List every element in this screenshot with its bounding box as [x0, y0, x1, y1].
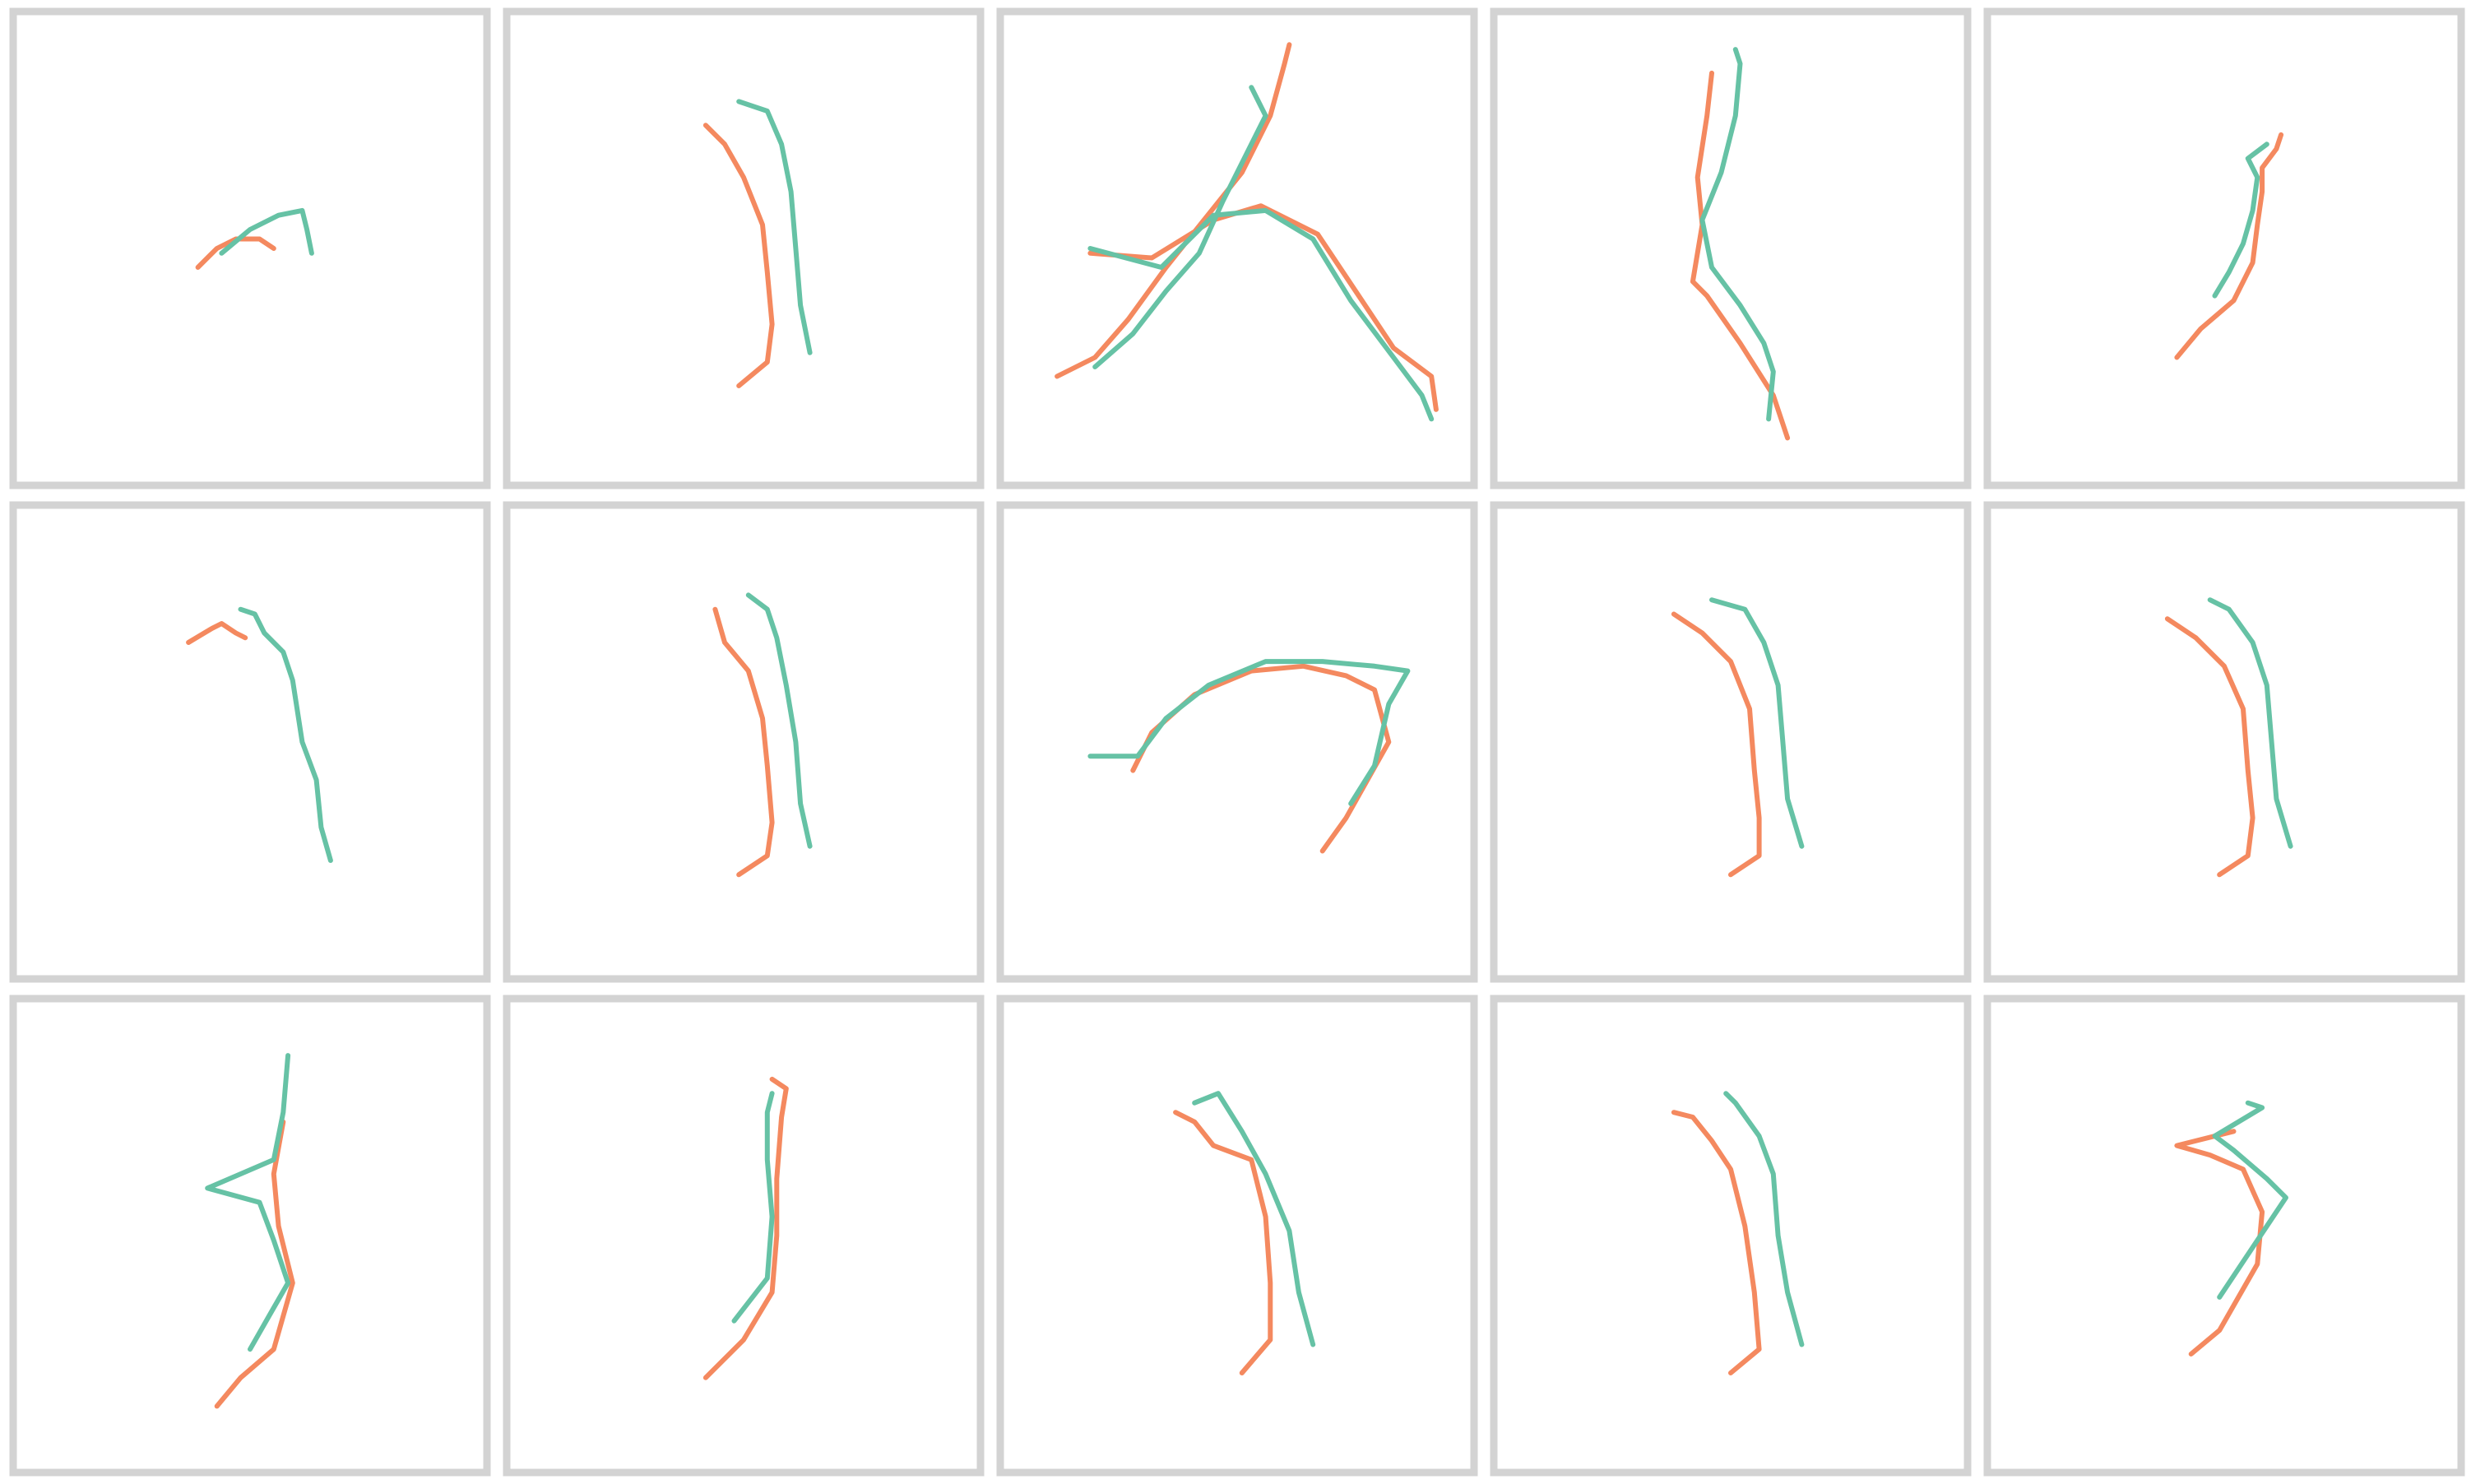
panel-frame: [1983, 501, 2465, 983]
panel-frame: [9, 995, 491, 1477]
panel-13: [996, 995, 1478, 1477]
panel-12: [503, 995, 985, 1477]
panel-6: [9, 501, 491, 983]
panel-11: [9, 995, 491, 1477]
panel-15: [1983, 995, 2465, 1477]
panel-8: [996, 501, 1478, 983]
trajectory-line-2: [205, 1053, 291, 1352]
trajectory-line-1: [712, 606, 775, 878]
panel-frame: [996, 995, 1478, 1477]
trajectory-line-1: [702, 1076, 789, 1380]
panel-frame: [1983, 7, 2465, 489]
panel-frame: [1983, 995, 2465, 1477]
panel-5: [1983, 7, 2465, 489]
trajectory-line-4: [1087, 207, 1435, 422]
trajectory-line-1: [1671, 1110, 1762, 1375]
panel-4: [1490, 7, 1972, 489]
trajectory-line-1: [214, 1119, 295, 1409]
panel-7: [503, 501, 985, 983]
panel-frame: [503, 501, 985, 983]
trajectory-line-1: [2164, 616, 2255, 878]
trajectory-line-2: [219, 207, 314, 256]
trajectory-line-2: [2212, 1100, 2288, 1300]
trajectory-line-2: [1723, 1091, 1805, 1347]
trajectory-line-2: [736, 99, 813, 355]
panel-frame: [996, 7, 1478, 489]
panel-frame: [1490, 7, 1972, 489]
trajectory-line-1: [1671, 611, 1762, 878]
trajectory-line-1: [1690, 70, 1791, 441]
panel-frame: [996, 501, 1478, 983]
panel-frame: [503, 7, 985, 489]
trajectory-line-2: [731, 1091, 775, 1324]
trajectory-line-1: [702, 123, 775, 388]
panel-1: [9, 7, 491, 489]
trajectory-line-2: [745, 592, 813, 849]
trajectory-line-2: [1192, 1091, 1316, 1347]
trajectory-line-2: [2212, 141, 2269, 299]
trajectory-line-2: [1087, 203, 1439, 412]
trajectory-line-2: [238, 606, 333, 863]
trajectory-line-2: [1709, 597, 1805, 849]
trajectory-line-2: [1087, 659, 1411, 806]
panel-3: [996, 7, 1478, 489]
panel-10: [1983, 501, 2465, 983]
trajectory-line-1: [1055, 42, 1292, 379]
trajectory-line-1: [186, 621, 248, 645]
panel-frame: [9, 501, 491, 983]
panel-2: [503, 7, 985, 489]
trajectory-line-2: [2207, 597, 2293, 849]
trajectory-line-1: [2174, 132, 2284, 360]
panel-frame: [1490, 995, 1972, 1477]
panel-14: [1490, 995, 1972, 1477]
trajectory-line-3: [1092, 85, 1268, 369]
trajectory-line-1: [1173, 1110, 1273, 1375]
panel-frame: [9, 7, 491, 489]
trajectory-line-2: [1699, 47, 1776, 422]
panel-frame: [1490, 501, 1972, 983]
panel-frame: [503, 995, 985, 1477]
panel-9: [1490, 501, 1972, 983]
trajectory-line-1: [2174, 1129, 2265, 1356]
